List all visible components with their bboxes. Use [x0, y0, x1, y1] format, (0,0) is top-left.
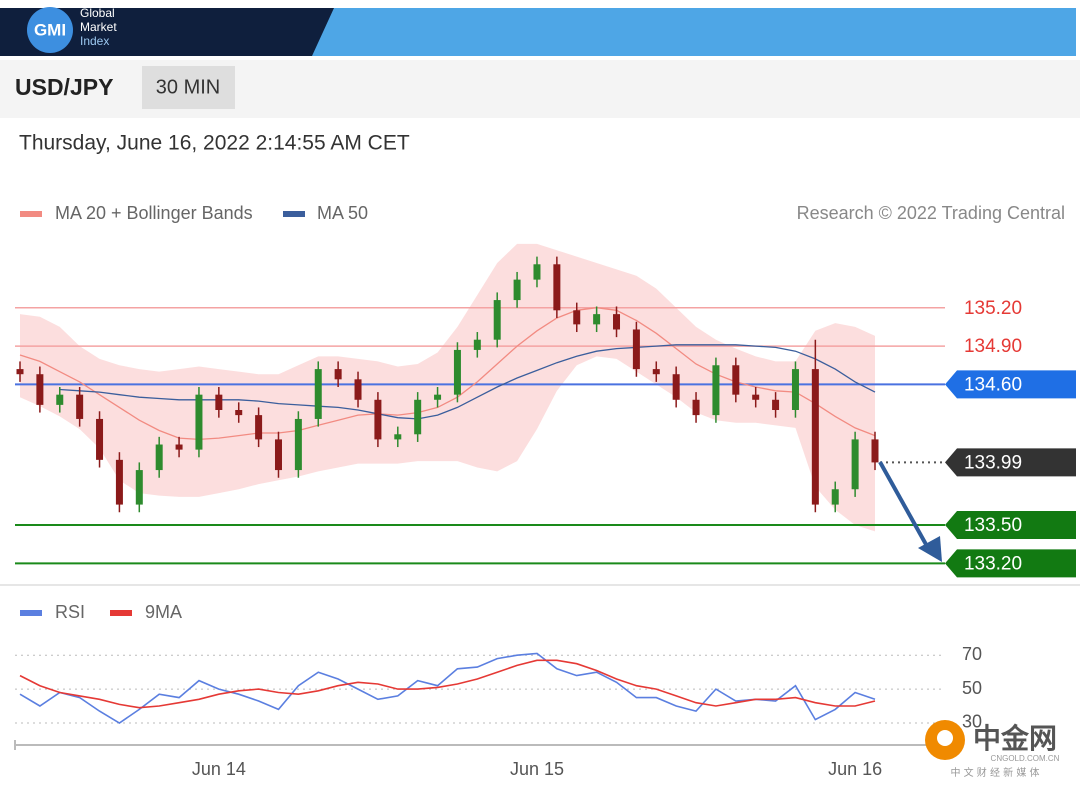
candle-body	[473, 339, 481, 350]
candle-body	[453, 349, 461, 395]
candle-body	[553, 264, 561, 311]
candle-body	[593, 314, 601, 325]
candle-body	[871, 439, 879, 463]
watermark-logo-inner	[937, 730, 953, 746]
timestamp: Thursday, June 16, 2022 2:14:55 AM CET	[19, 132, 410, 155]
candle-body	[613, 314, 621, 330]
watermark-name: 中金网	[973, 722, 1057, 755]
candle-body	[732, 365, 740, 395]
legend-swatch	[283, 211, 305, 217]
legend-label: RSI	[55, 602, 85, 622]
brand-line: Market	[80, 20, 117, 34]
brand-line: Global	[80, 6, 115, 20]
candle-body	[712, 365, 720, 416]
level-label: 133.50	[964, 515, 1022, 536]
candle-body	[652, 369, 660, 375]
x-tick-label: Jun 14	[192, 759, 246, 779]
y-tick-label: 70	[962, 644, 982, 664]
candle-body	[513, 279, 521, 301]
candle-body	[36, 374, 44, 405]
candle-body	[175, 444, 183, 450]
symbol: USD/JPY	[15, 74, 113, 100]
candle-body	[195, 394, 203, 450]
candle-body	[533, 264, 541, 280]
candle-body	[255, 415, 263, 440]
legend-swatch	[20, 211, 42, 217]
candle-body	[16, 369, 24, 375]
candle-body	[632, 329, 640, 370]
level-box	[945, 549, 1076, 578]
level-label: 133.20	[964, 553, 1022, 574]
timeframe[interactable]: 30 MIN	[156, 76, 220, 98]
candle-body	[115, 459, 123, 505]
candle-body	[692, 399, 700, 416]
watermark-tagline: 中 文 财 经 新 媒 体	[950, 766, 1039, 779]
level-label: 135.20	[964, 298, 1022, 319]
candle-body	[215, 394, 223, 410]
price-chart: 135.20 134.90 134.60 133.99 133.50 133.20	[15, 243, 1076, 578]
logo-text: GMI	[34, 20, 66, 39]
timeframe-box[interactable]	[142, 66, 235, 109]
rsi-chart: 30 50 70	[15, 644, 982, 732]
candle-body	[274, 439, 282, 471]
x-tick-label: Jun 15	[510, 759, 564, 779]
y-tick-label: 50	[962, 678, 982, 698]
candle-body	[76, 394, 84, 419]
candle-body	[135, 470, 143, 505]
bollinger-band	[20, 243, 875, 532]
legend-swatch	[20, 610, 42, 616]
rsi-line	[19, 659, 876, 709]
forecast-arrow	[878, 461, 930, 549]
candle-body	[374, 399, 382, 440]
candle-body	[752, 394, 760, 400]
level-box	[945, 370, 1076, 399]
candle-body	[56, 394, 64, 405]
credit: Research © 2022 Trading Central	[797, 203, 1065, 223]
candle-body	[314, 369, 322, 419]
legend-label: MA 20 + Bollinger Bands	[55, 203, 253, 223]
legend-swatch	[110, 610, 132, 616]
candle-body	[573, 310, 581, 325]
candle-body	[155, 444, 163, 471]
level-label: 133.99	[964, 452, 1022, 473]
candle-body	[493, 300, 501, 340]
y-tick-label: 30	[962, 712, 982, 732]
candle-body	[811, 369, 819, 505]
candle-body	[334, 369, 342, 380]
candle-body	[294, 418, 302, 471]
legend-label: MA 50	[317, 203, 368, 223]
legend-label: 9MA	[145, 602, 182, 622]
candle-body	[235, 410, 243, 416]
rsi-line	[19, 652, 876, 724]
candle-body	[772, 399, 780, 410]
candle-body	[394, 434, 402, 440]
candle-body	[791, 369, 799, 410]
candle-body	[434, 394, 442, 400]
candle-body	[831, 489, 839, 505]
level-label: 134.90	[964, 336, 1022, 357]
brand-line: Index	[80, 34, 109, 48]
watermark-site: CNGOLD.COM.CN	[991, 754, 1060, 763]
level-box	[945, 448, 1076, 477]
forecast-arrowhead	[918, 536, 942, 562]
candle-body	[414, 399, 422, 435]
level-box	[945, 511, 1076, 540]
candle-body	[96, 418, 104, 460]
x-tick-label: Jun 16	[828, 759, 882, 779]
header-dark	[0, 8, 334, 56]
logo-circle	[27, 7, 73, 53]
candle-body	[851, 439, 859, 490]
candle-body	[354, 379, 362, 400]
candle-body	[672, 374, 680, 400]
level-label: 134.60	[964, 374, 1022, 395]
